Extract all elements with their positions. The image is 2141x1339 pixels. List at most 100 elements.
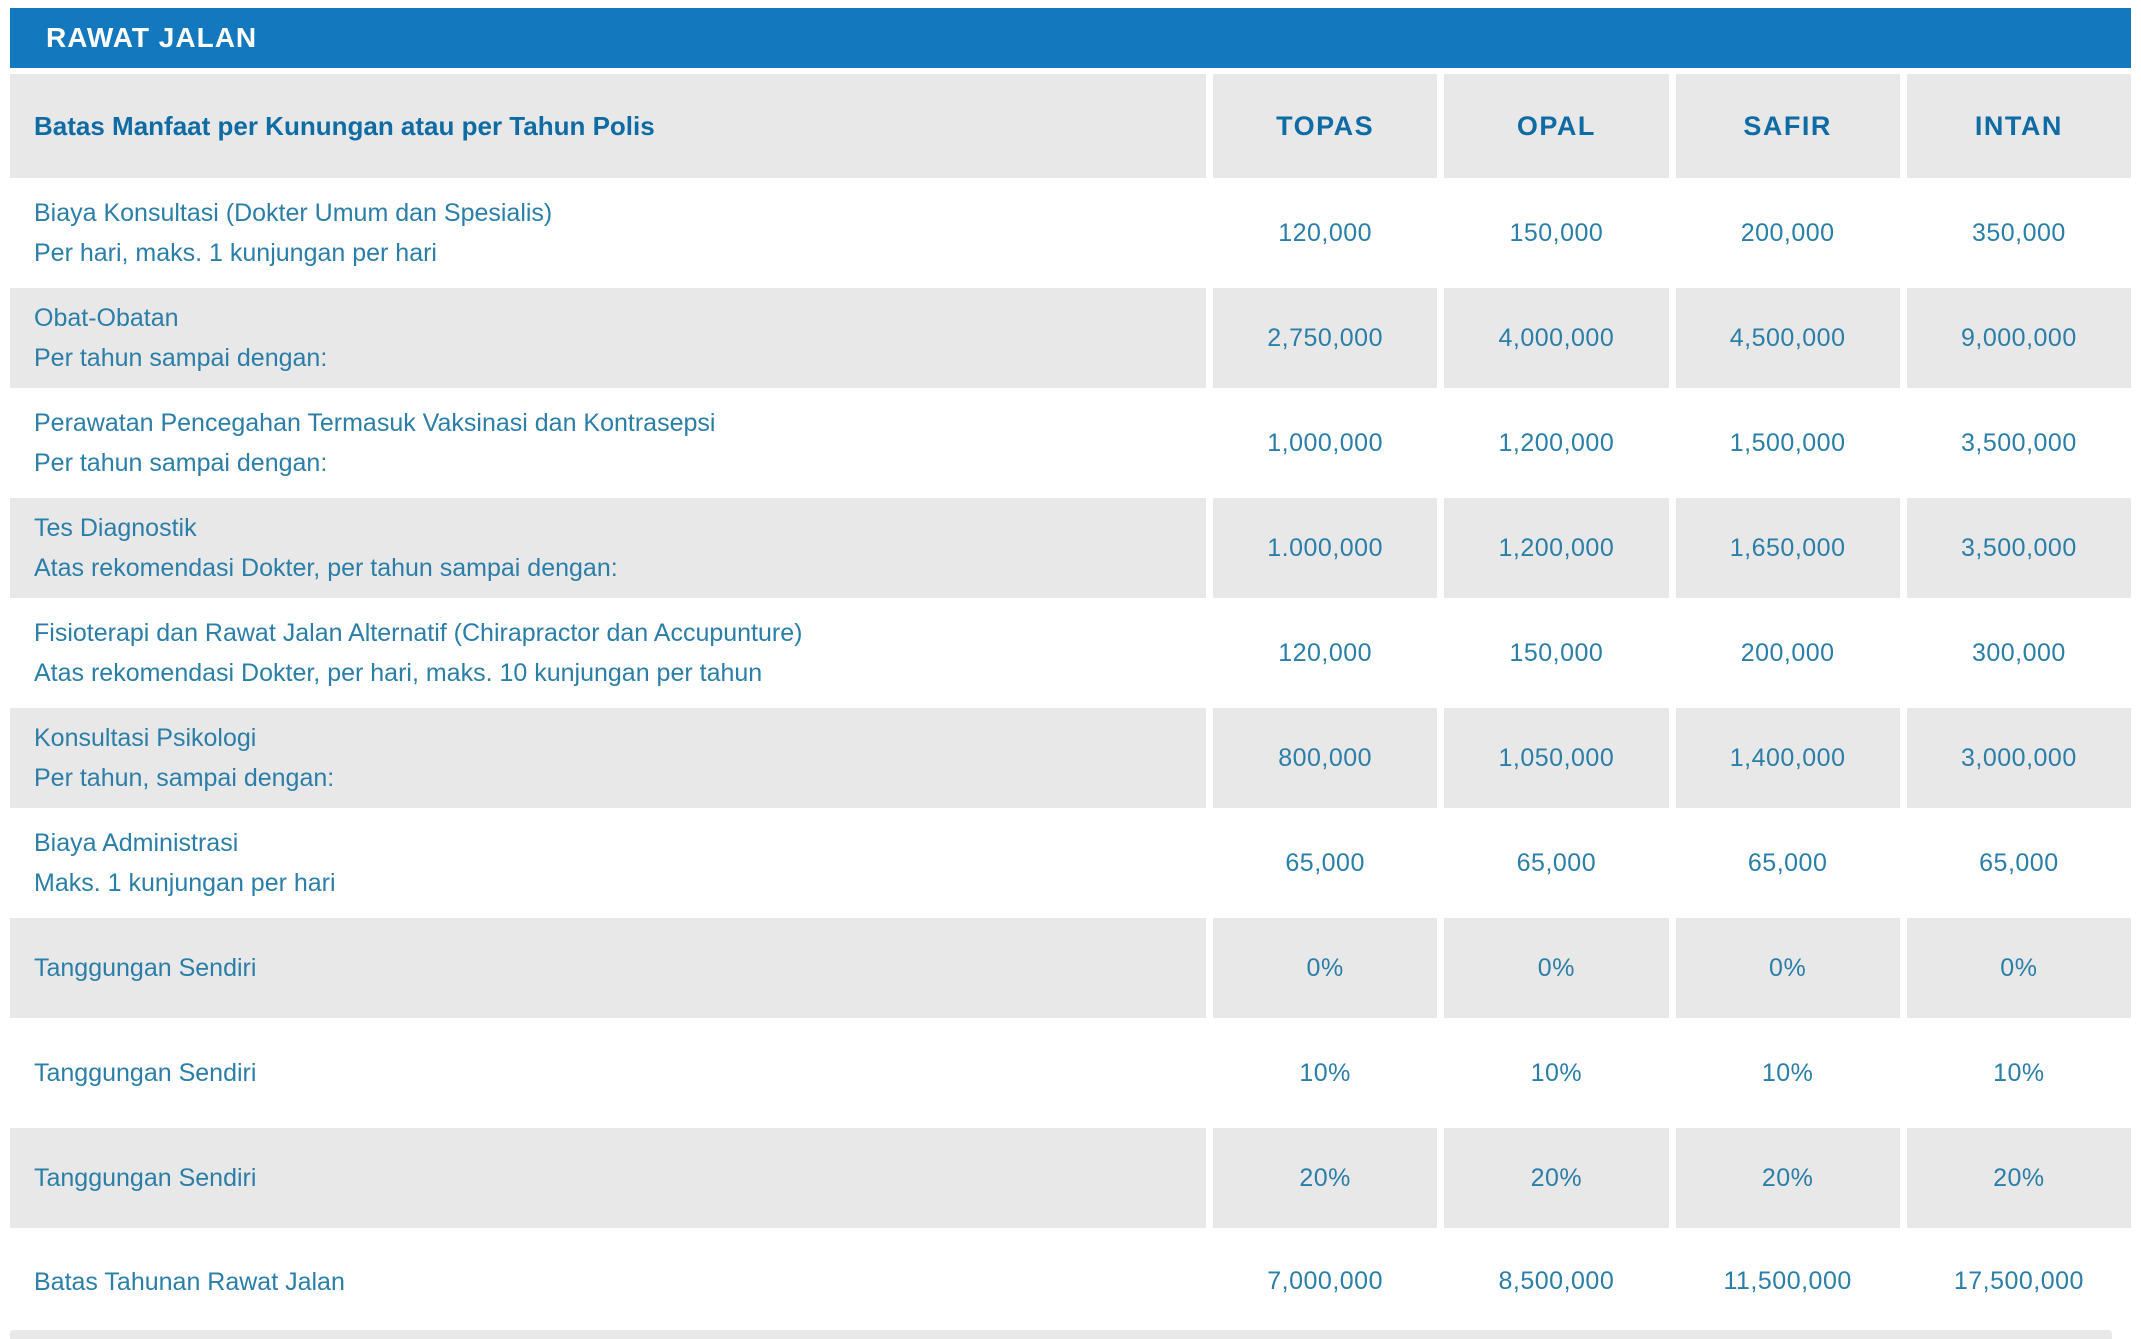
value-text: 200,000	[1740, 638, 1835, 667]
table-row: Fisioterapi dan Rawat Jalan Alternatif (…	[10, 603, 2131, 703]
value-text: 65,000	[1516, 848, 1597, 877]
value-text: 0%	[2000, 953, 2038, 982]
value-cell-topas: 7,000,000	[1213, 1233, 1437, 1330]
value-text: 2,750,000	[1267, 323, 1383, 352]
value-text: 7,000,000	[1267, 1267, 1383, 1295]
value-text: 4,000,000	[1498, 323, 1615, 352]
row-label: Fisioterapi dan Rawat Jalan Alternatif (…	[34, 619, 803, 647]
value-cell-topas: 10%	[1213, 1023, 1437, 1123]
column-header-opal: OPAL	[1516, 110, 1596, 141]
row-label: Konsultasi Psikologi	[34, 724, 257, 752]
row-sublabel: Per hari, maks. 1 kunjungan per hari	[34, 239, 437, 267]
value-text: 10%	[1993, 1058, 2045, 1087]
value-text: 3,500,000	[1961, 533, 2077, 562]
value-cell-opal: 8,500,000	[1444, 1233, 1668, 1330]
row-label-cell: Tanggungan Sendiri	[10, 1128, 1206, 1228]
value-cell-intan: 17,500,000	[1907, 1233, 2131, 1330]
section-title-bar: RAWAT JALAN	[10, 8, 2131, 68]
value-cell-safir: 20%	[1675, 1128, 1900, 1228]
table-row: Biaya Administrasi Maks. 1 kunjungan per…	[10, 813, 2131, 913]
value-text: 65,000	[1285, 848, 1365, 877]
value-text: 4,500,000	[1729, 323, 1846, 352]
value-cell-intan: 300,000	[1907, 603, 2131, 703]
column-header-topas: TOPAS	[1276, 110, 1375, 141]
value-text: 20%	[1993, 1163, 2045, 1192]
next-row-partial-strip	[10, 1330, 2112, 1339]
row-sublabel: Atas rekomendasi Dokter, per hari, maks.…	[34, 659, 763, 687]
value-cell-topas: 1,000,000	[1213, 393, 1437, 493]
value-cell-topas: 20%	[1213, 1128, 1438, 1228]
value-text: 65,000	[1979, 848, 2059, 877]
value-cell-topas: 120,000	[1213, 183, 1437, 283]
value-text: 1,000,000	[1267, 428, 1383, 457]
value-cell-safir: 200,000	[1676, 183, 1900, 283]
value-text: 0%	[1769, 953, 1807, 982]
value-cell-opal: 150,000	[1444, 183, 1668, 283]
value-text: 1.000,000	[1267, 533, 1383, 562]
row-label-cell: Konsultasi Psikologi Per tahun, sampai d…	[10, 708, 1206, 808]
value-cell-topas: 65,000	[1213, 813, 1437, 913]
row-label-cell: Tanggungan Sendiri	[10, 1023, 1206, 1123]
value-cell-opal: 1,200,000	[1444, 498, 1669, 598]
value-text: 200,000	[1740, 218, 1835, 247]
value-text: 20%	[1761, 1163, 1814, 1192]
table-row: Konsultasi Psikologi Per tahun, sampai d…	[10, 708, 2131, 808]
value-text: 1,500,000	[1729, 428, 1846, 457]
row-label: Tanggungan Sendiri	[34, 954, 257, 982]
value-cell-intan: 3,500,000	[1907, 393, 2131, 493]
value-cell-safir: 10%	[1676, 1023, 1900, 1123]
value-text: 800,000	[1278, 743, 1373, 772]
value-text: 1,200,000	[1498, 533, 1615, 562]
value-text: 1,050,000	[1498, 743, 1615, 772]
row-sublabel: Atas rekomendasi Dokter, per tahun sampa…	[34, 554, 618, 582]
table-row: Obat-Obatan Per tahun sampai dengan: 2,7…	[10, 288, 2131, 388]
value-cell-safir: 1,500,000	[1676, 393, 1900, 493]
value-text: 350,000	[1971, 218, 2066, 247]
value-cell-topas: 1.000,000	[1213, 498, 1438, 598]
column-header-safir: SAFIR	[1743, 110, 1832, 141]
table-row: Perawatan Pencegahan Termasuk Vaksinasi …	[10, 393, 2131, 493]
value-text: 0%	[1537, 953, 1575, 982]
value-cell-topas: 120,000	[1213, 603, 1437, 703]
value-text: 10%	[1761, 1058, 1814, 1087]
value-cell-opal: 1,200,000	[1444, 393, 1668, 493]
column-header-intan: INTAN	[1974, 110, 2063, 141]
value-text: 65,000	[1747, 848, 1828, 877]
value-text: 20%	[1299, 1163, 1351, 1192]
value-text: 20%	[1530, 1163, 1583, 1192]
row-label-cell: Fisioterapi dan Rawat Jalan Alternatif (…	[10, 603, 1206, 703]
value-text: 1,650,000	[1729, 533, 1846, 562]
value-cell-opal: 0%	[1444, 918, 1669, 1018]
value-text: 0%	[1306, 953, 1344, 982]
table-header-label: Batas Manfaat per Kunungan atau per Tahu…	[34, 110, 655, 141]
value-text: 3,500,000	[1961, 428, 2077, 457]
row-sublabel: Per tahun, sampai dengan:	[34, 764, 335, 792]
table-header-row: Batas Manfaat per Kunungan atau per Tahu…	[10, 74, 2131, 178]
value-cell-topas: 800,000	[1213, 708, 1438, 808]
value-cell-opal: 65,000	[1444, 813, 1668, 913]
row-label: Biaya Administrasi	[34, 829, 239, 857]
value-text: 120,000	[1278, 218, 1373, 247]
value-text: 9,000,000	[1961, 323, 2077, 352]
value-cell-safir: 11,500,000	[1676, 1233, 1900, 1330]
value-text: 10%	[1530, 1058, 1583, 1087]
value-cell-intan: 65,000	[1907, 813, 2131, 913]
value-cell-opal: 10%	[1444, 1023, 1668, 1123]
value-cell-safir: 200,000	[1676, 603, 1900, 703]
value-cell-safir: 1,650,000	[1675, 498, 1900, 598]
value-cell-intan: 10%	[1907, 1023, 2131, 1123]
row-label: Batas Tahunan Rawat Jalan	[34, 1267, 345, 1296]
row-label-cell: Batas Tahunan Rawat Jalan	[10, 1233, 1206, 1330]
value-cell-intan: 3,000,000	[1906, 708, 2131, 808]
value-text: 120,000	[1278, 638, 1373, 667]
value-cell-safir: 1,400,000	[1675, 708, 1900, 808]
row-label-cell: Obat-Obatan Per tahun sampai dengan:	[10, 288, 1206, 388]
value-cell-topas: 2,750,000	[1213, 288, 1438, 388]
row-label: Obat-Obatan	[34, 304, 179, 332]
value-text: 300,000	[1971, 638, 2066, 667]
value-cell-opal: 4,000,000	[1444, 288, 1669, 388]
value-cell-intan: 3,500,000	[1906, 498, 2131, 598]
value-cell-intan: 0%	[1906, 918, 2131, 1018]
row-label: Tanggungan Sendiri	[34, 1164, 257, 1192]
value-cell-opal: 1,050,000	[1444, 708, 1669, 808]
